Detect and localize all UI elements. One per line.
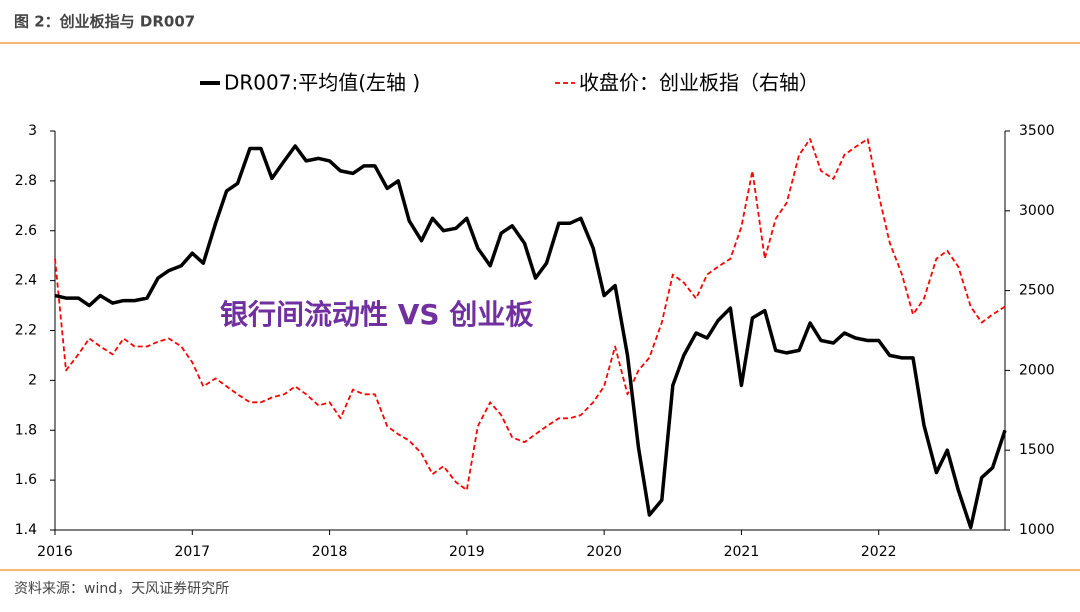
- series-line: [54, 138, 1006, 491]
- annotation: 银行间流动性 VS 创业板: [220, 298, 533, 331]
- x-tick-label: 2019: [449, 544, 485, 560]
- y-tick-label: 1.8: [15, 422, 37, 438]
- y2-tick-label: 1000: [1019, 522, 1055, 538]
- source-note: 资料来源：wind，天风证券研究所: [14, 581, 229, 597]
- y2-tick-label: 2500: [1019, 283, 1055, 299]
- x-tick-label: 2022: [861, 544, 897, 560]
- y-tick-label: 2.2: [15, 323, 37, 339]
- y-tick-label: 2.4: [15, 273, 37, 289]
- y2-tick-label: 1500: [1019, 442, 1055, 458]
- legend-label: 收盘价：创业板指（右轴）: [579, 71, 819, 95]
- series-line: [54, 144, 1007, 530]
- y-tick-label: 2.6: [15, 223, 37, 239]
- x-tick-label: 2016: [37, 544, 73, 560]
- y2-tick-label: 3000: [1019, 203, 1055, 219]
- y2-tick-label: 2000: [1019, 362, 1055, 378]
- y-tick-label: 3: [28, 123, 37, 139]
- legend-label: DR007:平均值(左轴 ): [224, 71, 420, 95]
- x-tick-label: 2017: [174, 544, 210, 560]
- x-tick-label: 2021: [724, 544, 760, 560]
- y-tick-label: 1.4: [15, 522, 37, 538]
- x-tick-label: 2018: [312, 544, 348, 560]
- y-tick-label: 2: [28, 372, 37, 388]
- chart-title: 图 2：创业板指与 DR007: [14, 13, 195, 31]
- y-tick-label: 1.6: [15, 472, 37, 488]
- y-tick-label: 2.8: [15, 173, 37, 189]
- x-tick-label: 2020: [586, 544, 622, 560]
- y2-tick-label: 3500: [1019, 123, 1055, 139]
